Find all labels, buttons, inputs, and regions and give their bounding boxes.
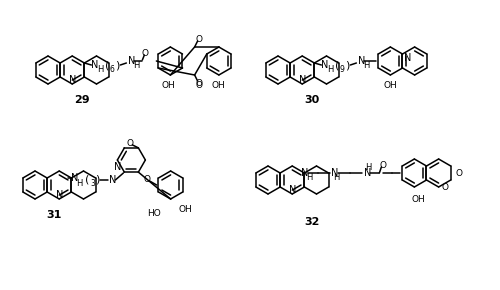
Text: O: O <box>143 175 150 184</box>
Text: N: N <box>364 168 371 178</box>
Text: (: ( <box>335 60 340 70</box>
Text: N: N <box>320 60 328 70</box>
Text: N: N <box>300 168 308 178</box>
Text: O: O <box>441 182 448 191</box>
Text: H: H <box>365 164 372 173</box>
Text: OH: OH <box>162 81 175 90</box>
Text: (: ( <box>105 60 110 70</box>
Text: H: H <box>76 179 82 188</box>
Text: N: N <box>108 175 116 185</box>
Text: H: H <box>333 173 340 182</box>
Text: N: N <box>90 60 98 70</box>
Text: N: N <box>288 185 296 195</box>
Text: (: ( <box>85 175 89 185</box>
Text: H: H <box>97 66 103 75</box>
Text: OH: OH <box>412 195 426 204</box>
Text: N: N <box>68 75 76 85</box>
Text: H: H <box>306 173 312 182</box>
Text: N: N <box>70 173 78 183</box>
Text: N: N <box>330 168 338 178</box>
Text: O: O <box>455 169 462 179</box>
Text: O: O <box>195 79 202 88</box>
Text: 30: 30 <box>304 95 320 105</box>
Text: ): ) <box>95 175 100 185</box>
Text: H: H <box>363 61 370 70</box>
Text: N: N <box>56 190 63 200</box>
Text: OH: OH <box>384 81 397 90</box>
Text: OH: OH <box>212 81 226 90</box>
Text: 6: 6 <box>110 64 115 73</box>
Text: ): ) <box>345 60 350 70</box>
Text: 9: 9 <box>340 64 345 73</box>
Text: O: O <box>195 81 202 90</box>
Text: 3: 3 <box>90 180 95 188</box>
Text: O: O <box>195 35 202 44</box>
Text: H: H <box>133 61 140 70</box>
Text: O: O <box>380 160 387 169</box>
Text: N: N <box>128 56 135 66</box>
Text: OH: OH <box>178 204 192 213</box>
Text: N: N <box>358 56 365 66</box>
Text: O: O <box>142 48 149 57</box>
Text: 29: 29 <box>74 95 90 105</box>
Text: 32: 32 <box>304 217 320 227</box>
Text: H: H <box>327 66 334 75</box>
Text: N: N <box>404 53 411 63</box>
Text: ): ) <box>115 60 119 70</box>
Text: O: O <box>127 139 134 148</box>
Text: N: N <box>114 162 121 172</box>
Text: 31: 31 <box>46 210 62 220</box>
Text: HO: HO <box>146 209 160 218</box>
Text: N: N <box>298 75 306 85</box>
